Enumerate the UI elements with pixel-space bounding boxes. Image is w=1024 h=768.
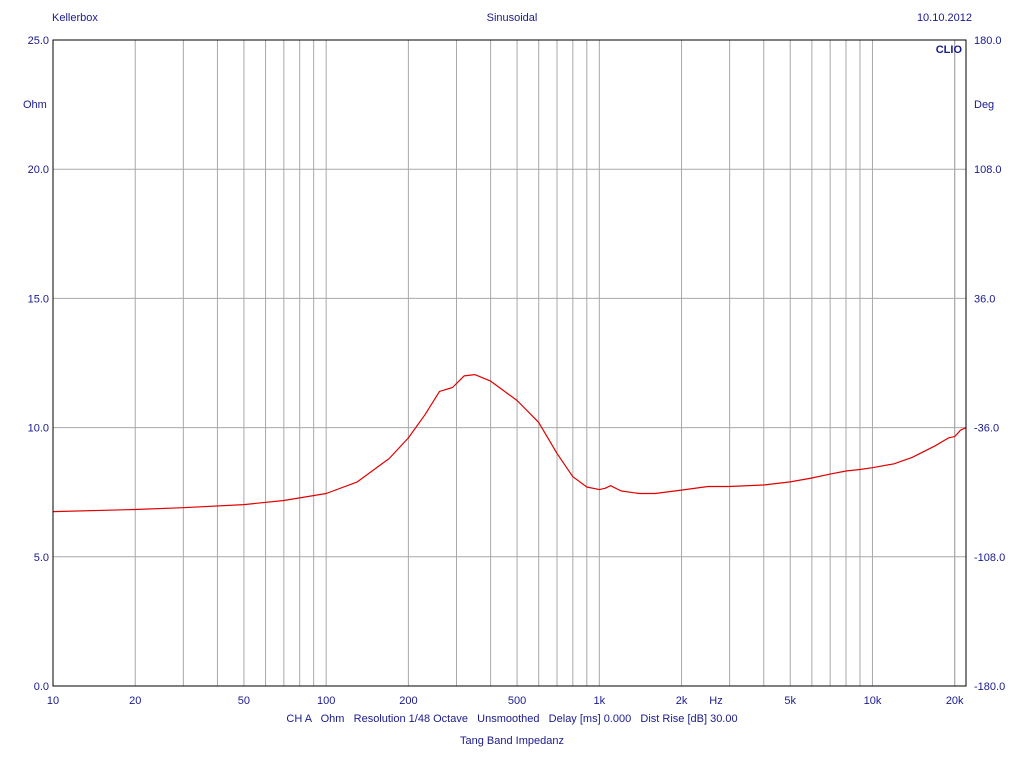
- y-right-tick-label: 180.0: [974, 35, 1002, 47]
- clio-brand-label: CLIO: [936, 44, 963, 56]
- x-tick-label: 20k: [946, 695, 964, 707]
- y-left-tick-label: 5.0: [34, 552, 49, 564]
- x-tick-label: 10: [47, 695, 59, 707]
- y-right-axis-unit-label: Deg: [974, 99, 994, 111]
- y-left-axis-unit-label: Ohm: [23, 99, 47, 111]
- x-tick-label: 5k: [784, 695, 796, 707]
- curve-layer: [52, 374, 967, 513]
- label-layer: 0.0 5.0 10.0 15.0 20.0 25.0 Ohm -180.0 -108.0 -36…: [23, 35, 1005, 707]
- y-right-tick-label: -180.0: [974, 681, 1005, 693]
- frame-layer: [52, 39, 967, 687]
- x-tick-label: 50: [238, 695, 250, 707]
- header-left-label: Kellerbox: [52, 12, 98, 24]
- grid-layer: [53, 40, 966, 686]
- x-tick-label: 100: [317, 695, 335, 707]
- y-left-tick-label: 25.0: [28, 35, 49, 47]
- impedance-curve: [52, 374, 967, 513]
- x-tick-label: 200: [399, 695, 417, 707]
- x-tick-label: 1k: [593, 695, 605, 707]
- plot-frame: [52, 39, 967, 687]
- x-tick-label: 10k: [864, 695, 882, 707]
- y-left-tick-label: 10.0: [28, 423, 49, 435]
- y-right-tick-label: -108.0: [974, 552, 1005, 564]
- header-center-label: Sinusoidal: [486, 12, 538, 24]
- x-tick-label: 500: [508, 695, 526, 707]
- y-right-tick-label: 36.0: [974, 293, 995, 305]
- measurement-info: CH A Ohm Resolution 1/48 Octave Unsmooth…: [286, 713, 738, 725]
- chart-caption: Tang Band Impedanz: [460, 735, 564, 747]
- header-date-label: 10.10.2012: [916, 12, 972, 24]
- y-left-tick-label: 0.0: [34, 681, 49, 693]
- y-right-tick-label: -36.0: [974, 423, 999, 435]
- x-axis-unit-label: Hz: [709, 695, 722, 707]
- y-left-tick-label: 15.0: [28, 293, 49, 305]
- y-left-tick-label: 20.0: [28, 164, 49, 176]
- x-tick-label: 2k: [676, 695, 688, 707]
- y-right-tick-label: 108.0: [974, 164, 1002, 176]
- x-tick-label: 20: [129, 695, 141, 707]
